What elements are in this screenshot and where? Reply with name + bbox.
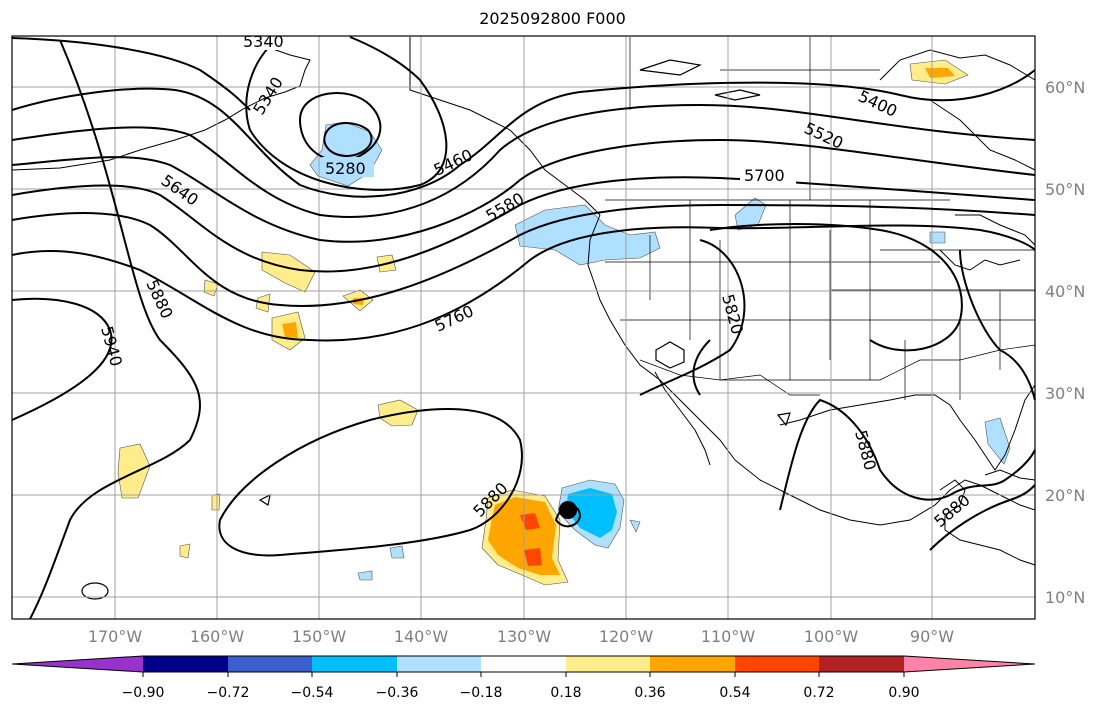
lat-label: 20°N [1045, 486, 1085, 505]
lon-label: 130°W [497, 627, 552, 646]
lat-label: 40°N [1045, 282, 1085, 301]
lon-label: 90°W [910, 627, 954, 646]
colorbar: −0.90 −0.72 −0.54 −0.36 −0.18 0.18 0.36 … [11, 655, 1036, 701]
contour-label: 5700 [744, 166, 785, 185]
shade-positive [282, 322, 298, 338]
contour-line [11, 138, 1036, 243]
shade-positive [211, 493, 221, 511]
colorbar-ticks [142, 672, 905, 677]
gridlines [12, 36, 1035, 619]
contour-line [11, 224, 1036, 342]
lon-label: 150°W [292, 627, 347, 646]
lon-label: 120°W [599, 627, 654, 646]
lon-label: 100°W [804, 627, 859, 646]
contour-line [709, 223, 963, 352]
shade-positive [117, 443, 151, 499]
lat-label: 50°N [1045, 180, 1085, 199]
contour-line [929, 484, 1036, 551]
colorbar-segment [312, 656, 397, 672]
shade-negative [929, 231, 946, 244]
contour-line [11, 203, 1036, 307]
shade-negative [629, 519, 641, 533]
colorbar-segment [819, 656, 904, 672]
map-title: 2025092800 F000 [479, 9, 626, 28]
lon-label: 160°W [190, 627, 245, 646]
colorbar-segment [904, 656, 1035, 672]
lat-label: 60°N [1045, 78, 1085, 97]
colorbar-tick-label: −0.18 [460, 685, 503, 701]
longitude-labels: 170°W 160°W 150°W 140°W 130°W 120°W 110°… [88, 627, 954, 646]
contour-line [639, 239, 746, 396]
shade-positive [179, 543, 191, 559]
colorbar-segment [566, 656, 650, 672]
colorbar-tick-label: −0.54 [291, 685, 334, 701]
contour-line [323, 122, 373, 158]
lat-label: 30°N [1045, 384, 1085, 403]
contour-line [218, 407, 523, 557]
colorbar-segment [397, 656, 481, 672]
storm-marker [554, 501, 582, 528]
contour-line [11, 69, 1036, 198]
contour-line [959, 249, 1036, 401]
colorbar-segment [143, 656, 228, 672]
shade-negative [514, 204, 661, 266]
map-border [11, 35, 1036, 620]
colorbar-tick-label: 0.54 [719, 685, 750, 701]
colorbar-tick-label: 0.90 [888, 685, 919, 701]
contour-line [779, 398, 1036, 511]
contour-line [11, 103, 1036, 218]
shade-positive [520, 513, 540, 530]
contour-line [245, 36, 448, 191]
shade-negative [984, 417, 1011, 465]
lon-label: 110°W [701, 627, 756, 646]
contour-line [11, 297, 113, 421]
lat-label: 10°N [1045, 588, 1085, 607]
colorbar-tick-label: 0.36 [634, 685, 665, 701]
shade-negative [357, 570, 373, 581]
colorbar-tick-label: 0.18 [550, 685, 581, 701]
contour-line [29, 39, 201, 620]
shade-negative [389, 545, 405, 559]
colorbar-tick-label: 0.72 [803, 685, 834, 701]
colorbar-segment [12, 656, 143, 672]
colorbar-tick-label: −0.90 [122, 685, 165, 701]
colorbar-segments [11, 655, 1036, 673]
colorbar-tick-label: −0.36 [376, 685, 419, 701]
political-borders [409, 37, 1036, 400]
lon-label: 140°W [394, 627, 449, 646]
shade-positive [203, 279, 219, 297]
shade-positive [524, 548, 542, 566]
colorbar-segment [481, 656, 566, 672]
latitude-labels: 60°N 50°N 40°N 30°N 20°N 10°N [1045, 78, 1085, 607]
shade-positive [261, 251, 316, 293]
islands [81, 59, 791, 600]
lon-label: 170°W [88, 627, 143, 646]
contour-line [11, 37, 251, 111]
colorbar-tick-label: −0.72 [207, 685, 250, 701]
contour-label: 5340 [243, 32, 284, 51]
colorbar-segment [228, 656, 312, 672]
colorbar-segment [735, 656, 819, 672]
map-panel: 5340 5340 5280 5460 5400 5520 5700 5580 … [11, 32, 1036, 620]
shade-negative [566, 488, 617, 538]
contour-line [298, 92, 382, 162]
colorbar-segment [650, 656, 735, 672]
contour-label: 5280 [325, 159, 366, 178]
